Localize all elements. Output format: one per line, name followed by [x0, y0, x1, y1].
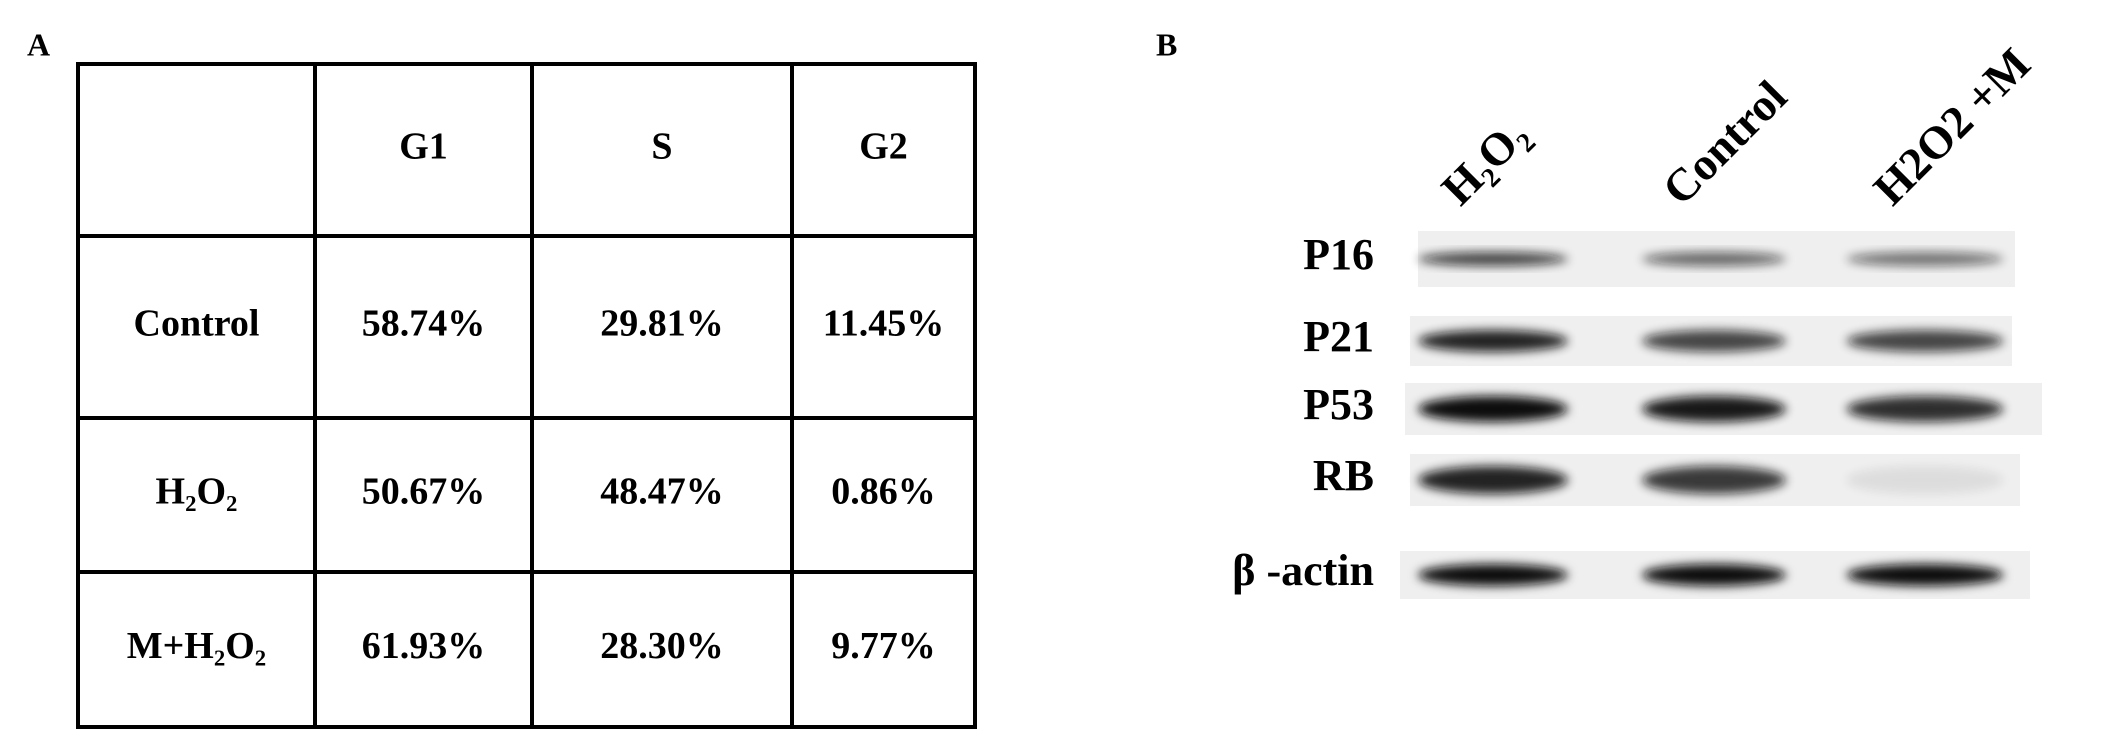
band: [1642, 564, 1786, 586]
band: [1642, 330, 1786, 352]
band: [1418, 330, 1568, 352]
protein-label: β -actin: [1232, 546, 1374, 595]
panel-label: B: [1156, 26, 1177, 62]
band: [1642, 252, 1786, 266]
column-header: G1: [399, 126, 448, 168]
table-cell: 9.77%: [831, 625, 936, 667]
table-cell: 29.81%: [600, 303, 724, 345]
table-cell: 50.67%: [362, 471, 486, 513]
table-cell: 48.47%: [600, 471, 724, 513]
band: [1642, 466, 1786, 494]
table-cell: 61.93%: [362, 625, 486, 667]
row-header: M+H₂O₂: [127, 625, 266, 667]
table-cell: 28.30%: [600, 625, 724, 667]
table: [76, 62, 977, 729]
row-header: H₂O₂: [156, 471, 238, 513]
band: [1846, 252, 2004, 266]
band: [1418, 466, 1568, 494]
lane-label: H₂O₂: [1431, 108, 1537, 214]
table-border: [76, 62, 977, 729]
band: [1846, 396, 2004, 422]
column-header: G2: [859, 126, 908, 168]
table-cell: 11.45%: [823, 303, 944, 345]
protein-label: P53: [1303, 380, 1374, 429]
row-header: Control: [134, 303, 260, 345]
band: [1846, 330, 2004, 352]
table-cell: 0.86%: [831, 471, 936, 513]
band: [1418, 396, 1568, 422]
western-blot: H₂O₂ Control H2O2 +M P16 P21 P53 RB β -actin: [1232, 38, 2042, 599]
panel-label: A: [27, 26, 50, 62]
column-header: S: [651, 126, 672, 168]
table-cell: 58.74%: [362, 303, 486, 345]
lane-label: Control: [1652, 71, 1796, 215]
band: [1846, 466, 2004, 494]
protein-label: P16: [1303, 230, 1374, 279]
band: [1846, 564, 2004, 586]
protein-label: P21: [1303, 312, 1374, 361]
band: [1418, 252, 1568, 266]
lane-label: H2O2 +M: [1863, 38, 2040, 215]
band: [1642, 396, 1786, 422]
band: [1418, 564, 1568, 586]
protein-label: RB: [1313, 451, 1374, 500]
